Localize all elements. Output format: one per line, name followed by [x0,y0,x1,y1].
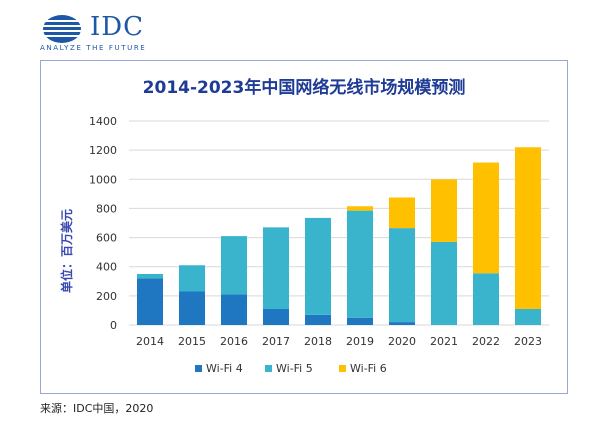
y-tick-label: 1000 [89,173,117,186]
y-tick-label: 0 [110,319,117,332]
legend-swatch-wi-fi4 [195,365,202,372]
legend-swatch-wi-fi6 [339,365,346,372]
bar-wi-fi4-2018 [304,314,332,325]
x-tick-label: 2021 [430,335,458,348]
x-tick-label: 2017 [262,335,290,348]
y-tick-label: 200 [96,290,117,303]
chart-title: 2014-2023年中国网络无线市场规模预测 [143,77,466,98]
bar-wi-fi5-2016 [220,236,248,295]
x-tick-label: 2019 [346,335,374,348]
bar-wi-fi6-2019 [346,206,374,211]
y-axis-label: 单位：百万美元 [59,209,74,293]
bar-wi-fi6-2023 [514,147,542,309]
bar-wi-fi5-2017 [262,227,290,309]
bar-wi-fi4-2015 [178,291,206,325]
chart-svg: 2014-2023年中国网络无线市场规模预测 单位：百万美元 0 200 400 60… [59,77,549,375]
bar-wi-fi4-2014 [136,278,164,325]
logo-text: IDC [90,12,145,42]
legend-label: Wi-Fi 6 [350,362,387,375]
x-tick-label: 2022 [472,335,500,348]
y-tick-label: 1400 [89,115,117,128]
x-tick-labels: 2014 2015 2016 2017 2018 2019 2020 2021 2022 2023 [136,335,542,348]
bar-wi-fi4-2016 [220,294,248,325]
source-note: 来源：IDC中国，2020 [40,402,154,415]
y-tick-label: 600 [96,232,117,245]
bar-wi-fi5-2019 [346,210,374,318]
x-tick-label: 2023 [514,335,542,348]
globe-icon [40,15,84,43]
bar-wi-fi5-2014 [136,274,164,279]
x-tick-label: 2015 [178,335,206,348]
y-tick-label: 800 [96,202,117,215]
bar-wi-fi5-2021 [430,241,458,325]
legend-label: Wi-Fi 4 [206,362,243,375]
x-tick-label: 2020 [388,335,416,348]
bar-wi-fi6-2020 [388,197,416,229]
logo-tagline: ANALYZE THE FUTURE [40,44,147,52]
chart-container: 2014-2023年中国网络无线市场规模预测 单位：百万美元 0 200 400 60… [40,60,568,394]
x-tick-label: 2018 [304,335,332,348]
y-tick-label: 400 [96,261,117,274]
y-tick-label: 1200 [89,144,117,157]
bar-wi-fi5-2022 [472,273,500,325]
bar-wi-fi5-2023 [514,308,542,325]
bar-wi-fi6-2021 [430,179,458,242]
idc-logo: IDC ANALYZE THE FUTURE [40,12,170,54]
bar-wi-fi5-2018 [304,217,332,315]
legend-label: Wi-Fi 5 [276,362,313,375]
x-tick-label: 2014 [136,335,164,348]
legend-swatch-wi-fi5 [265,365,272,372]
bar-wi-fi4-2017 [262,308,290,325]
bar-wi-fi4-2019 [346,317,374,325]
bar-wi-fi5-2015 [178,265,206,292]
legend: Wi-Fi 4 Wi-Fi 5 Wi-Fi 6 [195,362,387,375]
x-tick-label: 2016 [220,335,248,348]
bar-wi-fi4-2020 [388,322,416,325]
bars [136,147,542,325]
bar-wi-fi6-2022 [472,162,500,274]
y-tick-labels: 0 200 400 600 800 1000 1200 1400 [89,115,117,332]
bar-wi-fi5-2020 [388,228,416,323]
